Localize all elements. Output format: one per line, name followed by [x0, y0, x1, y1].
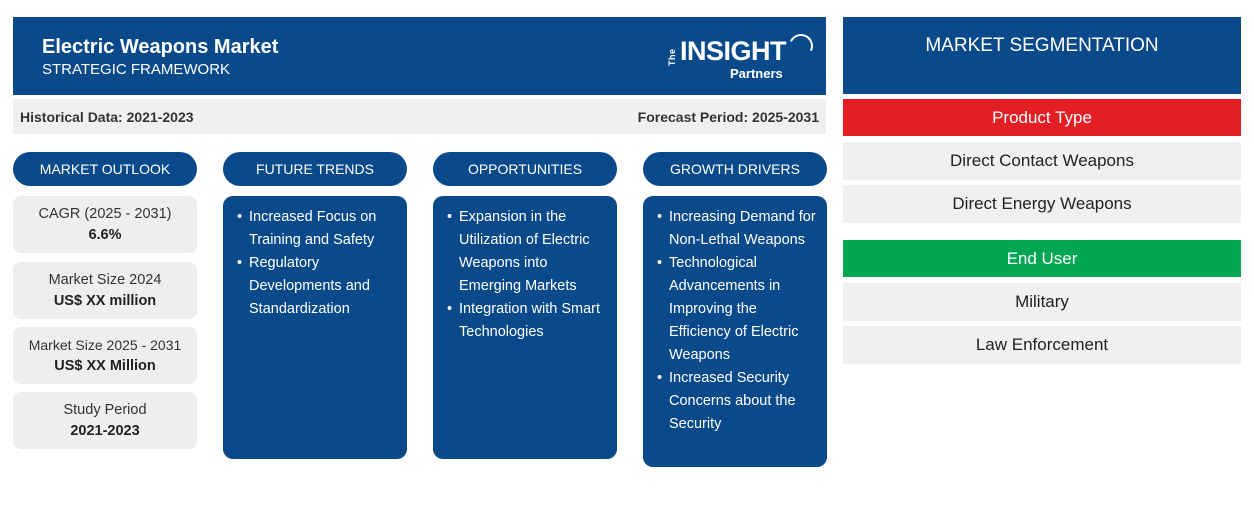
growth-drivers-box: Increasing Demand for Non-Lethal Weapons… [643, 196, 827, 467]
segmentation-title: MARKET SEGMENTATION [843, 17, 1241, 94]
market-size-2024-box: Market Size 2024 US$ XX million [13, 262, 197, 319]
future-trends-pill: FUTURE TRENDS [223, 152, 407, 186]
logo-partners: Partners [730, 66, 783, 81]
page-title: Electric Weapons Market [42, 36, 279, 58]
market-outlook-pill: MARKET OUTLOOK [13, 152, 197, 186]
segment-item: Military [843, 283, 1241, 321]
logo-arc-icon [785, 30, 817, 62]
opportunities-box: Expansion in the Utilization of Electric… [433, 196, 617, 459]
growth-drivers-pill: GROWTH DRIVERS [643, 152, 827, 186]
outlook-label: CAGR (2025 - 2031) [38, 206, 172, 222]
framework-header: Electric Weapons Market STRATEGIC FRAMEW… [13, 17, 826, 95]
opportunities-pill: OPPORTUNITIES [433, 152, 617, 186]
outlook-value: 6.6% [88, 227, 122, 243]
outlook-label: Market Size 2024 [48, 272, 162, 288]
page-subtitle: STRATEGIC FRAMEWORK [42, 61, 231, 78]
opportunity-item: Expansion in the Utilization of Electric… [447, 206, 607, 298]
outlook-label: Market Size 2025 - 2031 [28, 337, 182, 353]
driver-item: Increased Security Concerns about the Se… [657, 367, 817, 436]
driver-item: Technological Advancements in Improving … [657, 252, 817, 367]
trend-item: Increased Focus on Training and Safety [237, 206, 397, 252]
logo-insight: INSIGHT [680, 36, 787, 66]
opportunity-item: Integration with Smart Technologies [447, 298, 607, 344]
outlook-value: 2021-2023 [70, 423, 140, 439]
driver-item: Increasing Demand for Non-Lethal Weapons [657, 206, 817, 252]
historical-data: Historical Data: 2021-2023 [20, 109, 194, 125]
outlook-label: Study Period [63, 402, 147, 418]
outlook-value: US$ XX million [53, 293, 157, 309]
cagr-box: CAGR (2025 - 2031) 6.6% [13, 196, 197, 253]
forecast-period: Forecast Period: 2025-2031 [637, 109, 819, 125]
segment-product-type: Product Type [843, 99, 1241, 136]
study-period-box: Study Period 2021-2023 [13, 392, 197, 449]
future-trends-box: Increased Focus on Training and Safety R… [223, 196, 407, 459]
outlook-value: US$ XX Million [54, 358, 156, 374]
logo-the: The [667, 48, 677, 66]
market-size-forecast-box: Market Size 2025 - 2031 US$ XX Million [13, 327, 197, 384]
trend-item: Regulatory Developments and Standardizat… [237, 252, 397, 321]
segment-item: Direct Contact Weapons [843, 142, 1241, 180]
segment-end-user: End User [843, 240, 1241, 277]
insight-partners-logo: The INSIGHT Partners [667, 30, 817, 87]
period-bar: Historical Data: 2021-2023 Forecast Peri… [13, 99, 826, 134]
segment-item: Direct Energy Weapons [843, 185, 1241, 223]
segment-item: Law Enforcement [843, 326, 1241, 364]
